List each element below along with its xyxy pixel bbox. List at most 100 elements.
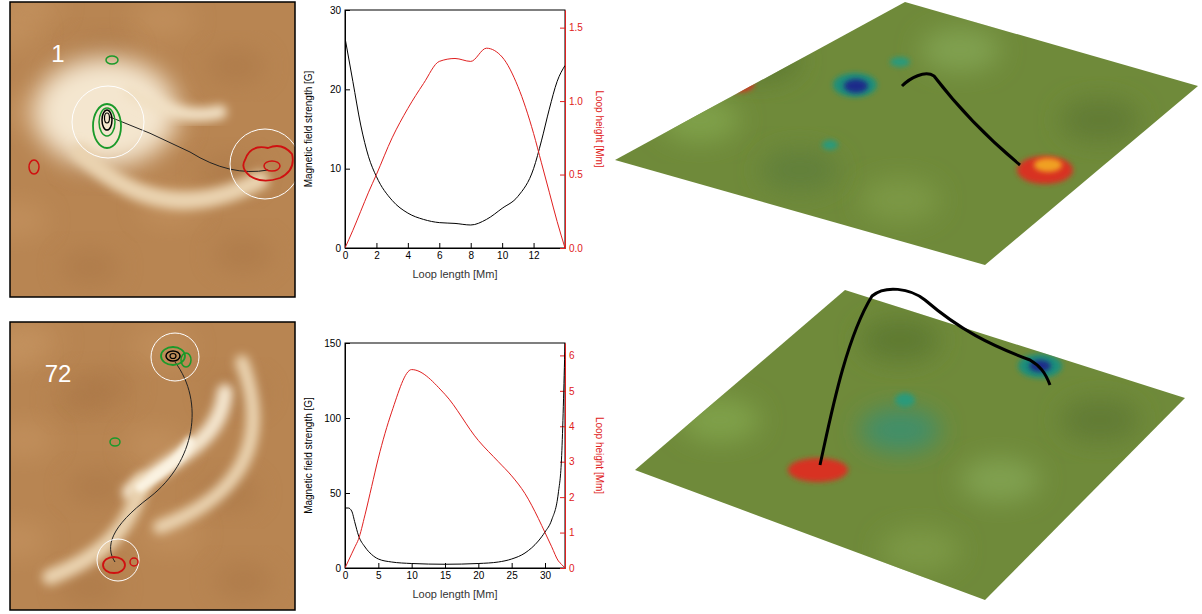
tick-mark	[345, 568, 350, 569]
tick: 0	[335, 243, 350, 254]
tick-label: 0.5	[569, 169, 583, 180]
flux-patch	[833, 73, 877, 97]
flux-patch	[890, 57, 910, 67]
image-frame	[10, 2, 295, 297]
data-line	[345, 48, 565, 248]
flux-patch	[680, 398, 760, 442]
magnetogram-3d	[615, 2, 1198, 265]
tick-mark	[512, 563, 513, 568]
tick-mark	[378, 563, 379, 568]
contour	[181, 353, 191, 367]
tick: 25	[507, 563, 519, 581]
plot-frame	[345, 343, 565, 568]
axis-title: Loop length [Mm]	[413, 268, 498, 280]
axis-title: Loop height [Mm]	[594, 90, 605, 167]
tick: 6	[560, 350, 575, 361]
axis-line	[565, 11, 566, 249]
tick-label: 4	[406, 250, 412, 261]
contour	[110, 438, 120, 446]
tick-mark	[560, 248, 565, 249]
tick-mark	[502, 243, 503, 248]
emission	[140, 442, 190, 487]
flux-patch	[720, 38, 800, 82]
euv-image	[10, 322, 295, 610]
data-line	[345, 38, 565, 225]
tick-label: 0	[343, 570, 349, 581]
tick-mark	[545, 563, 546, 568]
contour	[103, 557, 125, 573]
axis: 0102030	[330, 5, 350, 254]
tick-label: 4	[569, 421, 575, 432]
tick: 0.5	[560, 169, 583, 180]
emission	[50, 482, 142, 577]
tick: 2	[374, 243, 380, 261]
axis: 050100150	[324, 338, 350, 574]
contour	[264, 161, 280, 171]
tick-mark	[560, 568, 565, 569]
tick-label: 20	[330, 84, 342, 95]
axis-title: Magnetic field strength [G]	[303, 70, 314, 187]
texture	[213, 236, 273, 272]
tick-label: 12	[529, 250, 541, 261]
tick-label: 1	[569, 527, 575, 538]
tick-mark	[560, 391, 565, 392]
axis: 0 2 4 6 8 10 12	[343, 243, 566, 261]
texture	[213, 563, 273, 599]
emission	[80, 152, 260, 200]
tick-label: 150	[324, 338, 341, 349]
tick-mark	[345, 89, 350, 90]
tick-label: 25	[507, 570, 519, 581]
tick-mark	[408, 243, 409, 248]
axis: 0123456	[560, 344, 575, 574]
axis: 0.00.51.01.5	[560, 11, 583, 254]
tick: 1	[560, 527, 575, 538]
tick-label: 15	[440, 570, 452, 581]
tick: 10	[497, 243, 509, 261]
figure: 102468101201020300.00.51.01.5Loop length…	[0, 0, 1202, 614]
tick-label: 6	[437, 250, 443, 261]
tick-label: 8	[468, 250, 474, 261]
data-line	[345, 343, 565, 564]
tick-mark	[534, 243, 535, 248]
tick-label: 0	[335, 563, 341, 574]
tick-mark	[345, 418, 350, 419]
texture	[10, 322, 61, 358]
data-line	[345, 370, 565, 568]
loop-line	[902, 74, 1020, 165]
tick-mark	[560, 101, 565, 102]
flux-patch	[880, 528, 960, 572]
flux-patch	[860, 408, 940, 452]
tick-label: 30	[330, 5, 342, 16]
flux-patch	[788, 458, 848, 482]
tick-mark	[345, 248, 350, 249]
tick-label: 1.5	[569, 22, 583, 33]
tick-label: 0	[343, 250, 349, 261]
texture	[10, 202, 47, 238]
texture	[10, 2, 61, 24]
tick-mark	[345, 10, 350, 11]
tick: 30	[330, 5, 350, 16]
plot-area	[345, 343, 565, 568]
tick: 0	[335, 563, 350, 574]
tick: 1.5	[560, 22, 583, 33]
flux-patch	[1034, 158, 1062, 172]
contour	[166, 351, 180, 361]
tick-label: 10	[497, 250, 509, 261]
contour	[93, 104, 121, 148]
tick: 20	[473, 563, 485, 581]
tick-label: 2	[569, 492, 575, 503]
flux-patch	[1060, 398, 1140, 442]
contour	[99, 108, 115, 136]
texture	[67, 469, 127, 505]
tick: 5	[560, 386, 575, 397]
tick: 15	[440, 563, 452, 581]
tick-mark	[439, 243, 440, 248]
magnetogram-plane	[635, 290, 1185, 600]
tick-label: 100	[324, 413, 341, 424]
tick: 8	[468, 243, 474, 261]
tick-mark	[560, 28, 565, 29]
panel-label: 1	[51, 40, 64, 67]
flux-patch	[860, 178, 940, 222]
axis-title: Magnetic field strength [G]	[303, 397, 314, 514]
tick-label: 5	[376, 570, 382, 581]
